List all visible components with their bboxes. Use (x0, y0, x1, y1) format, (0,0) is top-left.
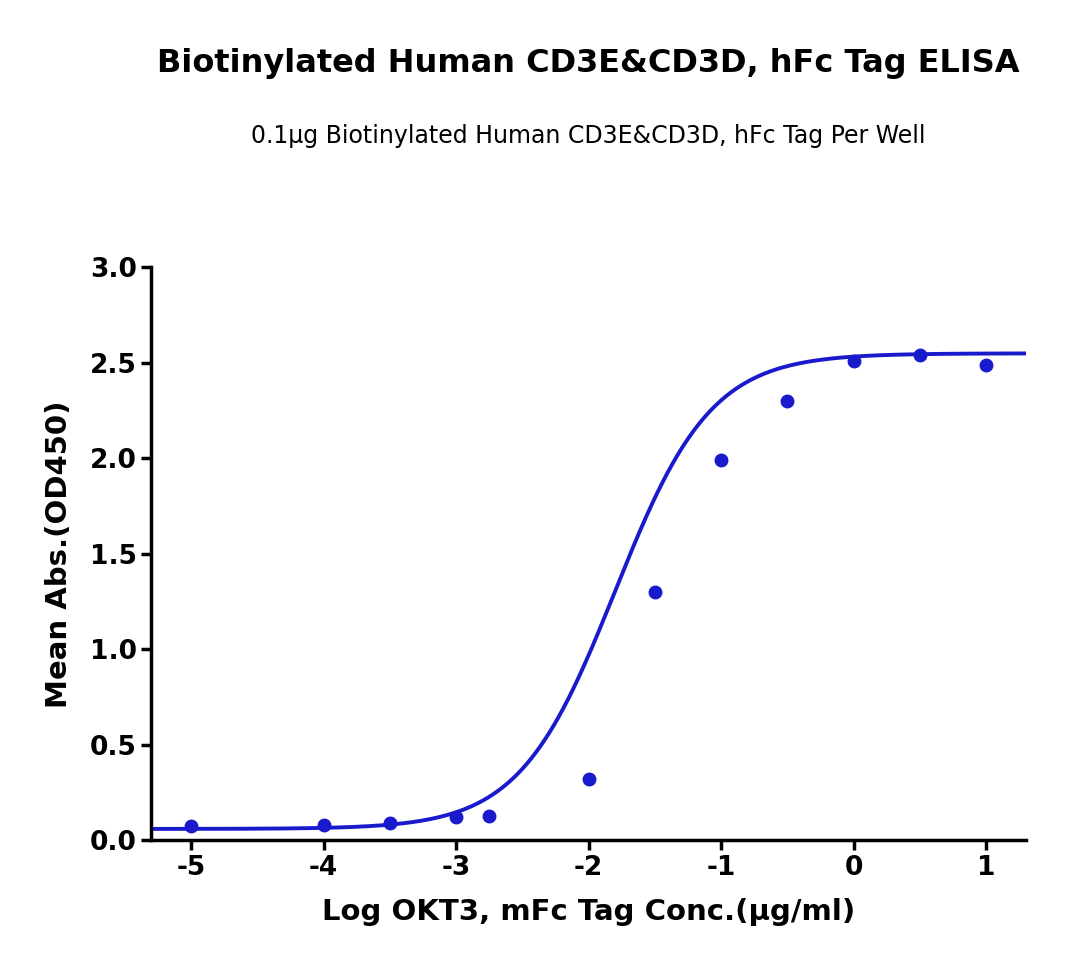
Text: 0.1μg Biotinylated Human CD3E&CD3D, hFc Tag Per Well: 0.1μg Biotinylated Human CD3E&CD3D, hFc … (252, 124, 926, 148)
X-axis label: Log OKT3, mFc Tag Conc.(μg/ml): Log OKT3, mFc Tag Conc.(μg/ml) (322, 898, 855, 925)
Text: Biotinylated Human CD3E&CD3D, hFc Tag ELISA: Biotinylated Human CD3E&CD3D, hFc Tag EL… (158, 48, 1020, 78)
Y-axis label: Mean Abs.(OD450): Mean Abs.(OD450) (45, 400, 73, 708)
